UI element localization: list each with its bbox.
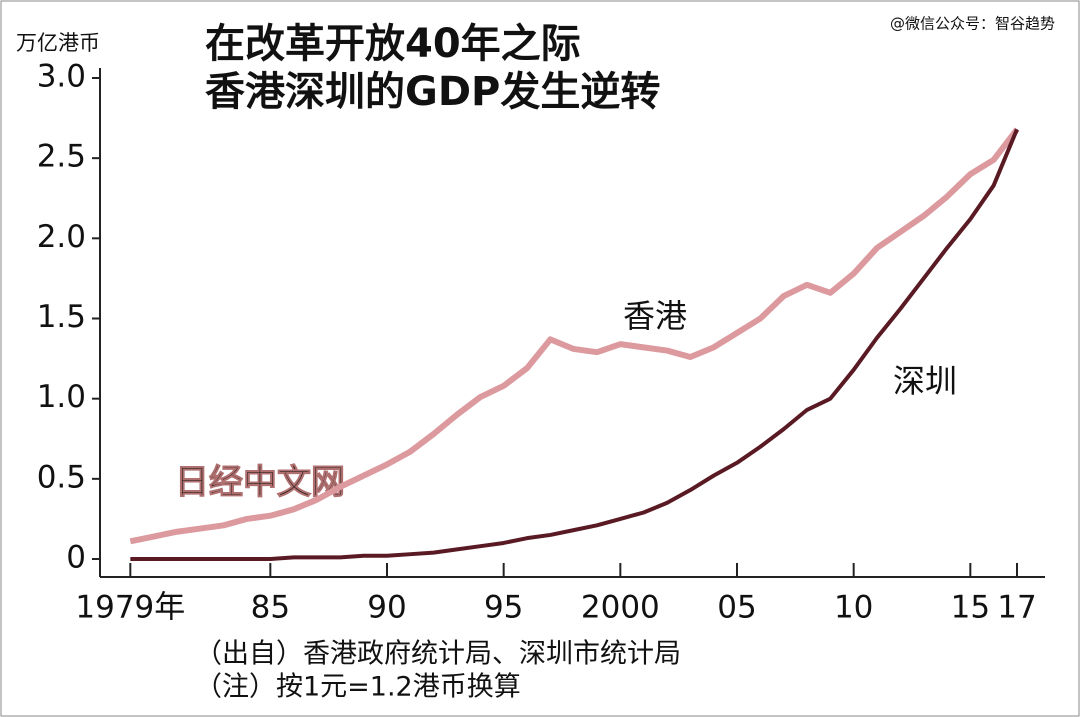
watermark: @微信公众号：智谷趋势 [890, 15, 1055, 33]
y-tick-label: 1.5 [37, 299, 86, 335]
x-tick-label: 1979年 [75, 590, 185, 626]
y-tick-label: 2.0 [37, 219, 86, 255]
series-line [130, 128, 1019, 561]
watermark-logo: 日经中文网 [175, 463, 345, 503]
y-tick-label: 0 [66, 540, 86, 576]
x-tick-label: 90 [367, 590, 406, 626]
series-line [129, 127, 1020, 545]
y-axis-label: 万亿港币 [16, 31, 100, 55]
x-tick-label: 85 [251, 590, 290, 626]
series-label: 香港 [623, 297, 687, 335]
chart-subtitle: 香港深圳的GDP发生逆转 [205, 69, 660, 115]
chart-title: 在改革开放40年之际 [205, 21, 581, 67]
x-tick-label: 05 [717, 590, 756, 626]
x-tick-label: 10 [834, 590, 873, 626]
series-label: 深圳 [893, 362, 957, 400]
x-tick-label: 2000 [581, 590, 660, 626]
source-note: （出自）香港政府统计局、深圳市统计局 [195, 639, 681, 670]
y-tick-label: 0.5 [37, 459, 86, 495]
x-tick-label: 15 [951, 590, 990, 626]
y-tick-label: 1.0 [37, 379, 86, 415]
x-tick-label: 95 [484, 590, 523, 626]
footnote: （注）按1元=1.2港币换算 [195, 672, 521, 703]
y-tick-label: 3.0 [37, 59, 86, 95]
x-tick-label: 17 [997, 590, 1036, 626]
y-tick-label: 2.5 [37, 139, 86, 175]
